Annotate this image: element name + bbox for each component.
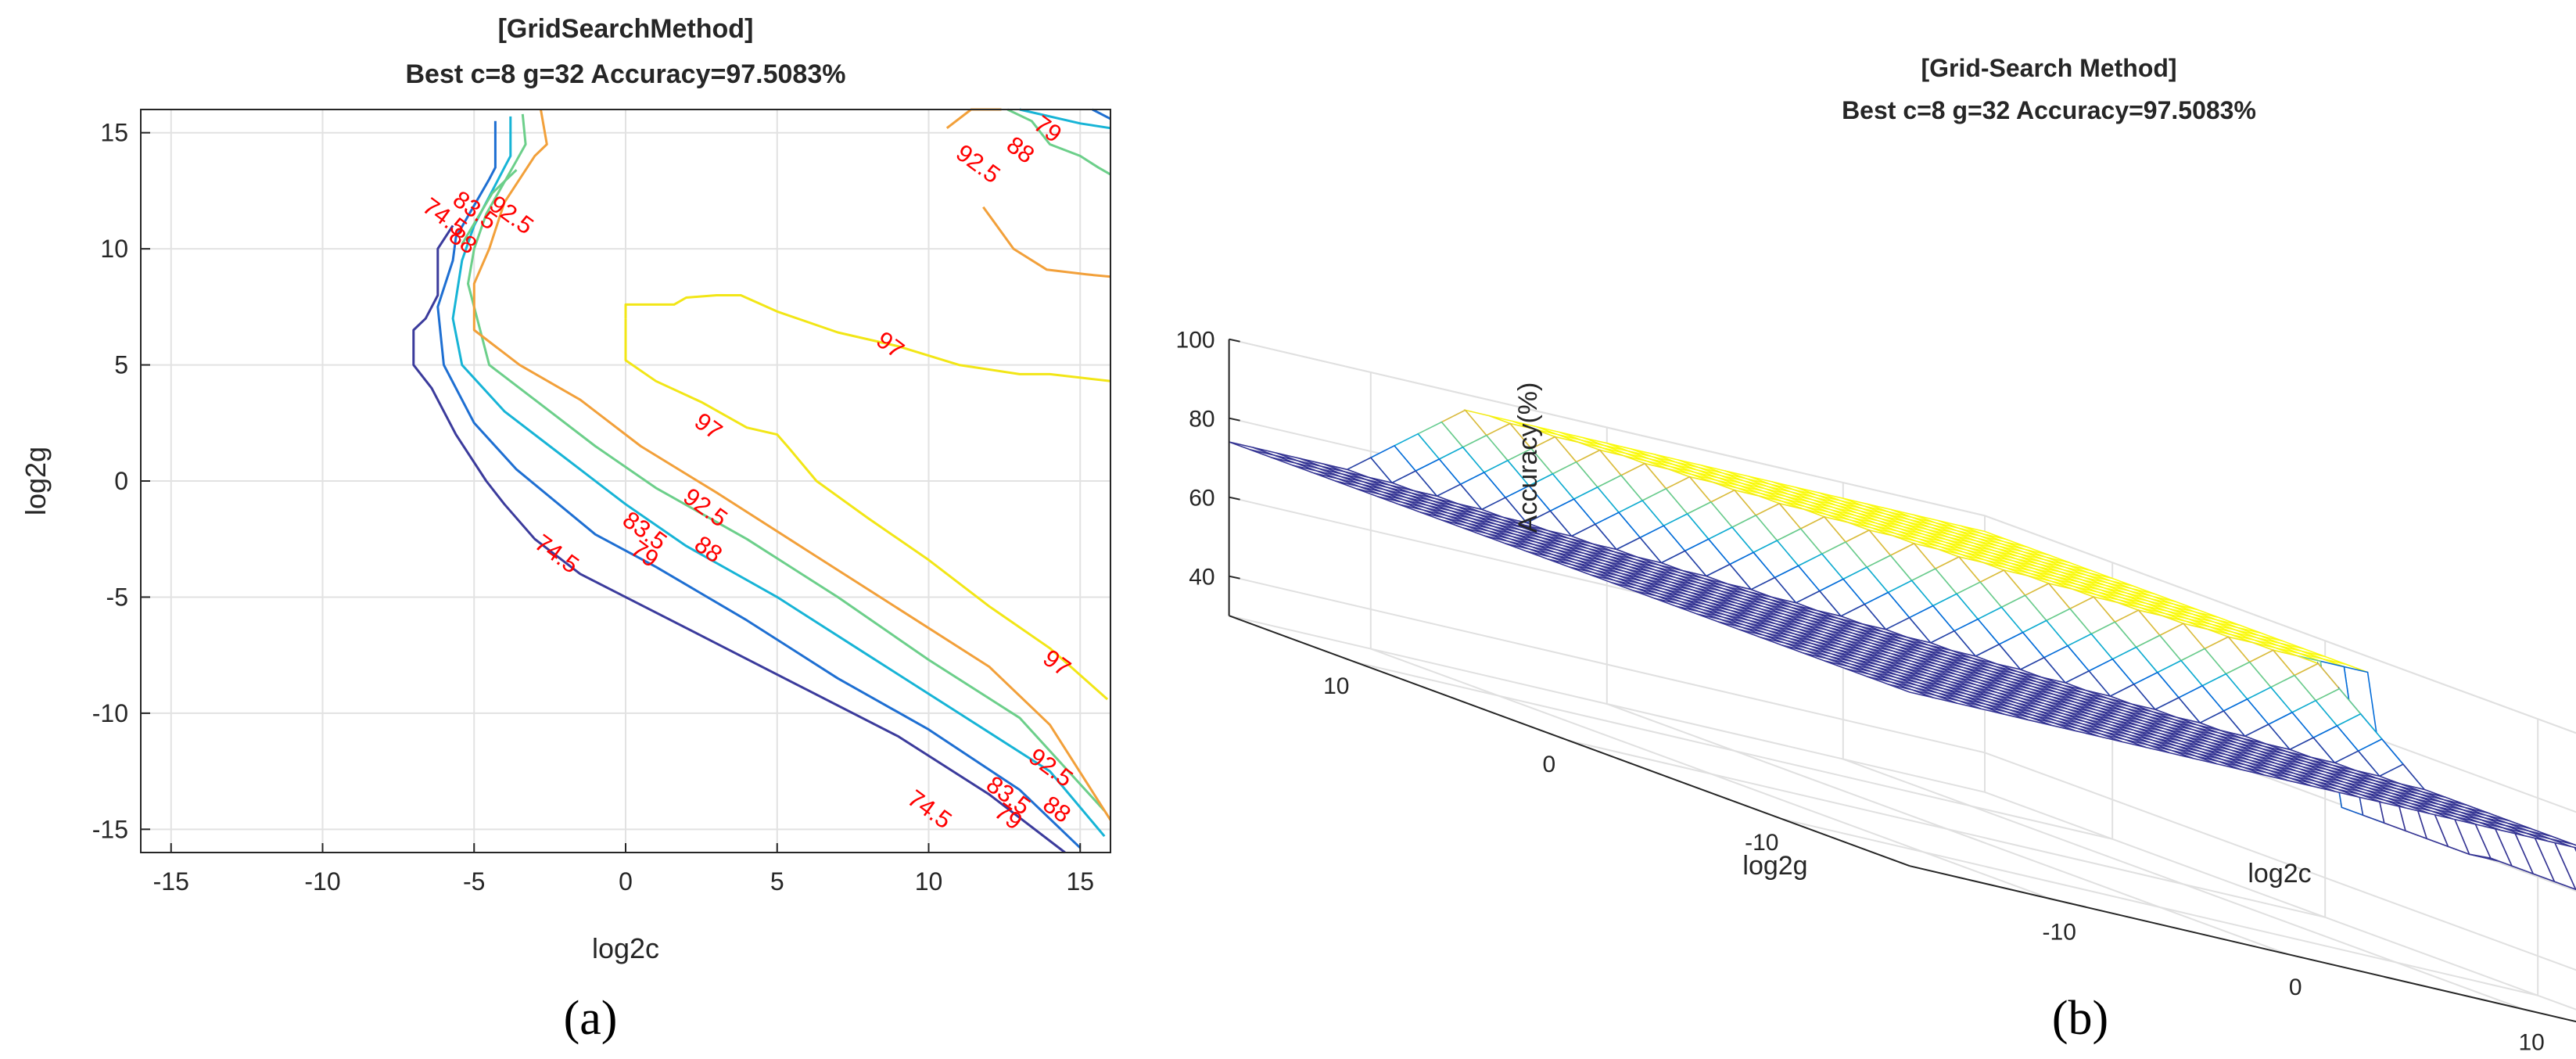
g-tick-label: 0 [1542, 752, 1555, 777]
c-axis-line [1909, 865, 2576, 1023]
y-tick-label: -15 [92, 815, 128, 843]
contour-line-88 [467, 113, 1106, 812]
contour-line-83.5 [1019, 108, 1111, 130]
y-tick-label: 15 [100, 119, 128, 147]
contour-subtitle: Best c=8 g=32 Accuracy=97.5083% [406, 59, 846, 89]
contour-line-97 [624, 294, 1111, 382]
contour-y-axis-label: log2g [20, 447, 52, 515]
surface-title: [Grid-Search Method] [1921, 54, 2176, 82]
c-tick-label: -10 [2043, 920, 2076, 946]
y-tick-label: 10 [100, 235, 128, 263]
z-tick-mark [1229, 575, 1240, 580]
contour-line-88 [461, 169, 518, 245]
surface-subtitle: Best c=8 g=32 Accuracy=97.5083% [1842, 96, 2256, 124]
surface-z-axis-label: Accuracy(%) [1513, 382, 1543, 533]
z-tick-mark [1229, 338, 1240, 343]
surface-x-axis-label: log2c [2248, 859, 2311, 888]
contour-line-88 [1006, 108, 1111, 176]
panel-label-b: (b) [2052, 992, 2108, 1045]
x-tick-label: 5 [770, 867, 784, 896]
contour-line-74.5 [412, 224, 1066, 854]
g-tick-label: 10 [1323, 673, 1349, 699]
y-tick-label: 5 [114, 351, 128, 379]
x-tick-label: 15 [1066, 867, 1094, 896]
c-tick-label: 0 [2289, 975, 2302, 1000]
contour-ticks: -15 -10 -5 0 5 10 15 15 10 5 0 -5 -10 -15 [92, 119, 1094, 896]
c-tick-label: 10 [2519, 1030, 2545, 1056]
surface-wall-gridline [1229, 338, 2576, 734]
g-tick-label: -10 [1745, 830, 1778, 856]
y-tick-label: -10 [92, 699, 128, 727]
panel-label-a: (a) [564, 992, 618, 1045]
surface-mesh [1229, 409, 2576, 891]
x-tick-label: -15 [153, 867, 189, 896]
x-tick-label: -10 [304, 867, 340, 896]
surface-y-axis-label: log2g [1742, 851, 1807, 881]
y-tick-label: -5 [106, 583, 128, 611]
surface-floor-gridline [1781, 719, 2539, 997]
z-tick-label: 60 [1189, 486, 1214, 512]
x-tick-label: 0 [619, 867, 633, 896]
contour-x-axis-label: log2c [592, 932, 659, 964]
x-tick-label: 10 [915, 867, 943, 896]
surface-wall-gridline [1229, 575, 2576, 971]
contour-line-92.5 [982, 206, 1111, 278]
contour-title: [GridSearchMethod] [498, 14, 754, 44]
contour-line-79 [1092, 108, 1111, 120]
x-tick-label: -5 [463, 867, 485, 896]
g-axis-line [1229, 615, 1910, 867]
z-tick-label: 80 [1189, 407, 1214, 433]
contour-line-92.5 [472, 109, 1112, 821]
z-tick-mark [1229, 417, 1240, 422]
z-tick-label: 40 [1189, 565, 1214, 591]
surface-cell [1888, 684, 1934, 698]
z-tick-mark [1229, 496, 1240, 501]
y-tick-label: 0 [114, 467, 128, 495]
contour-grid [141, 109, 1110, 853]
z-tick-label: 100 [1176, 328, 1215, 354]
contour-line-97 [624, 318, 1109, 701]
contour-line-79 [436, 120, 1082, 849]
